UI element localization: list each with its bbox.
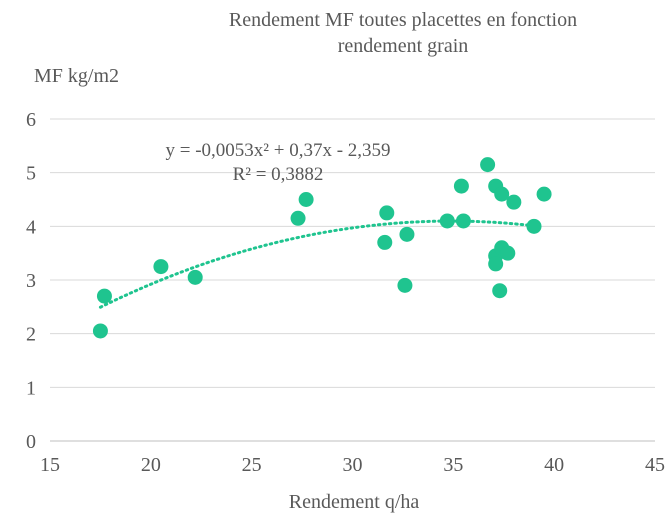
data-point — [494, 186, 510, 202]
chart-title-line-1: Rendement MF toutes placettes en fonctio… — [229, 9, 577, 31]
x-tick-label: 20 — [141, 454, 161, 476]
y-tick-labels: 0 1 2 3 4 5 6 — [26, 109, 36, 453]
data-point — [500, 245, 516, 261]
x-tick-label: 30 — [343, 454, 363, 476]
y-tick-label: 3 — [26, 270, 36, 292]
data-point — [506, 194, 522, 210]
data-point — [187, 269, 203, 285]
x-tick-label: 25 — [242, 454, 262, 476]
x-tick-labels: 15 20 25 30 35 40 45 — [40, 454, 665, 476]
y-tick-label: 2 — [26, 324, 36, 346]
data-points — [92, 157, 552, 339]
x-axis-label: Rendement q/ha — [289, 491, 420, 513]
data-point — [453, 178, 469, 194]
x-tick-label: 40 — [544, 454, 564, 476]
data-point — [480, 157, 496, 173]
data-point — [526, 218, 542, 234]
data-point — [455, 213, 471, 229]
data-point — [399, 226, 415, 242]
trendline-equation: y = -0,0053x² + 0,37x - 2,359 — [165, 140, 390, 161]
y-tick-label: 4 — [26, 216, 36, 238]
y-axis-label: MF kg/m2 — [34, 65, 119, 87]
data-point — [298, 192, 314, 207]
gridlines — [50, 118, 655, 442]
x-tick-label: 45 — [645, 454, 665, 476]
x-tick-label: 15 — [40, 454, 60, 476]
data-point — [96, 288, 112, 304]
data-point — [153, 259, 169, 275]
data-point — [439, 213, 455, 229]
y-tick-label: 1 — [26, 377, 36, 399]
data-point — [290, 210, 306, 226]
data-point — [92, 323, 108, 339]
y-tick-label: 6 — [26, 109, 36, 131]
data-point — [379, 205, 395, 221]
data-point — [536, 186, 552, 202]
y-tick-label: 0 — [26, 431, 36, 453]
trendline-r-squared: R² = 0,3882 — [233, 164, 324, 185]
data-point — [492, 283, 508, 299]
y-tick-label: 5 — [26, 163, 36, 185]
data-point — [377, 234, 393, 250]
data-point — [397, 277, 413, 293]
chart-title-line-2: rendement grain — [338, 35, 469, 57]
data-point — [488, 256, 504, 272]
x-tick-label: 35 — [443, 454, 463, 476]
